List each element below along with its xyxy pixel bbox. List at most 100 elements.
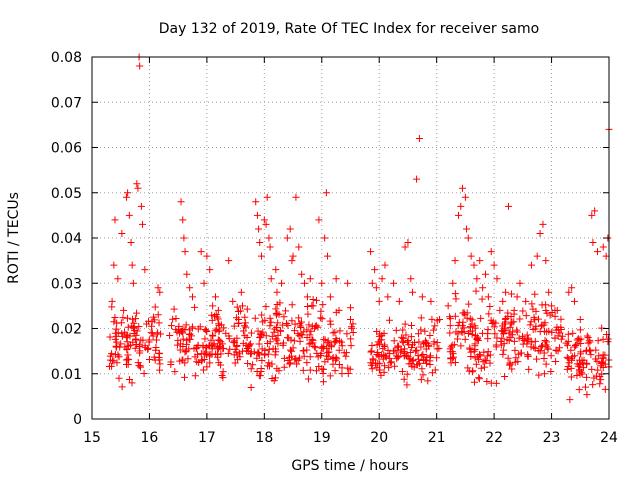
data-point	[180, 234, 188, 242]
data-point	[447, 359, 455, 367]
data-point	[179, 216, 187, 224]
data-point	[516, 279, 524, 287]
data-point	[134, 184, 142, 192]
data-point	[461, 311, 469, 319]
data-point	[256, 334, 264, 342]
data-point	[349, 320, 357, 328]
data-point	[481, 356, 489, 364]
data-point	[319, 301, 327, 309]
data-point	[576, 326, 584, 334]
data-point	[127, 239, 135, 247]
data-point	[510, 337, 518, 345]
data-point	[317, 314, 325, 322]
data-point	[108, 297, 116, 305]
data-point	[454, 211, 462, 219]
data-point	[277, 327, 285, 335]
data-point	[398, 333, 406, 341]
data-point	[542, 257, 550, 265]
data-point	[403, 338, 411, 346]
data-point	[304, 375, 312, 383]
data-point	[483, 378, 491, 386]
data-point	[288, 317, 296, 325]
data-point	[584, 333, 592, 341]
data-point	[267, 318, 275, 326]
data-point	[131, 344, 139, 352]
data-point	[516, 315, 524, 323]
data-point	[572, 341, 580, 349]
data-point	[239, 327, 247, 335]
data-point	[409, 357, 417, 365]
data-point	[563, 365, 571, 373]
data-point	[406, 348, 414, 356]
data-point	[390, 279, 398, 287]
data-point	[112, 343, 120, 351]
data-point	[538, 341, 546, 349]
x-tick-label: 21	[428, 430, 446, 446]
data-point	[463, 225, 471, 233]
data-point	[194, 351, 202, 359]
data-point	[457, 342, 465, 350]
data-point	[256, 239, 264, 247]
data-point	[125, 376, 133, 384]
data-point	[289, 252, 297, 260]
data-point	[132, 315, 140, 323]
data-point	[412, 347, 420, 355]
data-point	[326, 372, 334, 380]
data-point	[322, 189, 330, 197]
data-point	[145, 338, 153, 346]
x-tick-label: 18	[255, 430, 273, 446]
data-point	[331, 367, 339, 375]
data-point	[536, 229, 544, 237]
data-point	[504, 354, 512, 362]
data-point	[293, 360, 301, 368]
data-point	[247, 329, 255, 337]
data-point	[335, 346, 343, 354]
data-point	[291, 356, 299, 364]
data-point	[183, 270, 191, 278]
data-point	[533, 252, 541, 260]
data-point	[540, 321, 548, 329]
data-point	[264, 350, 272, 358]
data-point	[169, 315, 177, 323]
data-point	[385, 364, 393, 372]
data-point	[421, 327, 429, 335]
data-point	[239, 302, 247, 310]
data-point	[394, 342, 402, 350]
data-point	[194, 325, 202, 333]
data-point	[177, 198, 185, 206]
data-point	[403, 352, 411, 360]
data-point	[428, 369, 436, 377]
data-point	[113, 319, 121, 327]
data-point	[338, 370, 346, 378]
data-point	[527, 343, 535, 351]
data-point	[581, 383, 589, 391]
data-point	[315, 362, 323, 370]
data-point	[504, 202, 512, 210]
data-point	[415, 338, 423, 346]
data-point	[404, 337, 412, 345]
data-point	[586, 338, 594, 346]
data-point	[377, 371, 385, 379]
data-point	[564, 330, 572, 338]
data-point	[304, 302, 312, 310]
data-point	[344, 370, 352, 378]
data-point	[544, 345, 552, 353]
data-point	[604, 338, 612, 346]
data-point	[296, 337, 304, 345]
data-point	[597, 376, 605, 384]
data-point	[304, 310, 312, 318]
data-point	[296, 322, 304, 330]
data-point	[312, 367, 320, 375]
data-point	[117, 340, 125, 348]
data-point	[527, 261, 535, 269]
data-point	[255, 225, 263, 233]
data-point	[480, 348, 488, 356]
data-point	[475, 375, 483, 383]
data-point	[487, 316, 495, 324]
data-point	[283, 234, 291, 242]
data-point	[320, 365, 328, 373]
data-point	[367, 248, 375, 256]
data-point	[373, 351, 381, 359]
data-point	[172, 326, 180, 334]
data-point	[368, 341, 376, 349]
